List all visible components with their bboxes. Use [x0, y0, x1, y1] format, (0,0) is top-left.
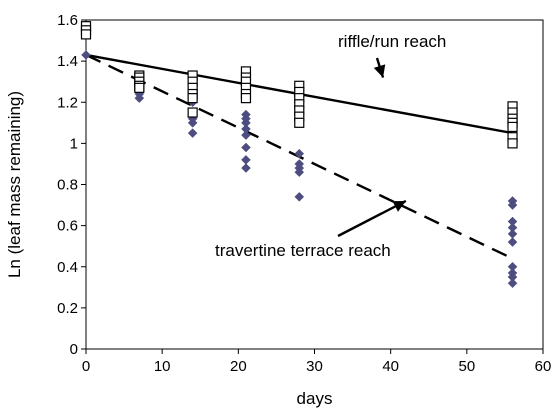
diamond-point — [507, 237, 518, 247]
diamond-point — [507, 278, 518, 289]
x-tick-label: 30 — [306, 358, 323, 375]
y-tick-label: 0.4 — [57, 259, 78, 276]
x-tick-label: 50 — [458, 358, 475, 375]
x-tick-label: 40 — [382, 358, 399, 375]
diamond-point — [241, 142, 251, 153]
y-tick-label: 1.6 — [57, 12, 78, 29]
diamond-point — [294, 167, 305, 178]
arrow-head-icon — [373, 64, 386, 78]
square-point — [507, 138, 518, 149]
x-tick-label: 10 — [154, 358, 171, 375]
y-tick-label: 0.6 — [57, 218, 78, 235]
y-tick-label: 0.2 — [57, 300, 78, 317]
square-point — [134, 82, 145, 93]
diamond-point — [507, 228, 518, 239]
square-point — [80, 29, 92, 40]
plot-frame — [85, 19, 544, 350]
y-axis-label: Ln (leaf mass remaining) — [5, 91, 24, 278]
diamond-point — [294, 148, 305, 159]
square-point — [240, 93, 252, 104]
diamond-point — [81, 50, 91, 60]
annotation-riffle-run: riffle/run reach — [338, 32, 446, 51]
diamond-point — [134, 93, 145, 103]
arrow-head-icon — [392, 200, 406, 212]
diamond-point — [187, 128, 198, 138]
annotation-travertine-terrace: travertine terrace reach — [215, 241, 391, 260]
diamond-point — [241, 163, 251, 173]
x-tick-label: 20 — [230, 358, 247, 375]
annotation-arrow-shaft — [337, 199, 407, 238]
square-point — [507, 121, 518, 133]
y-tick-label: 1 — [70, 135, 78, 152]
diamond-point — [507, 200, 518, 210]
square-point — [187, 107, 198, 118]
diamond-point — [294, 191, 305, 202]
diamond-point — [187, 117, 198, 128]
y-tick-label: 0.8 — [57, 177, 78, 194]
x-tick-label: 60 — [535, 358, 552, 375]
y-tick-label: 1.2 — [57, 94, 78, 111]
square-point — [294, 117, 305, 128]
diamond-point — [241, 130, 251, 141]
x-axis-label: days — [297, 389, 333, 408]
y-tick-label: 1.4 — [57, 53, 78, 70]
square-point — [187, 93, 198, 104]
diamond-point — [241, 154, 251, 165]
x-tick-label: 0 — [82, 358, 90, 375]
y-tick-label: 0 — [70, 341, 78, 358]
